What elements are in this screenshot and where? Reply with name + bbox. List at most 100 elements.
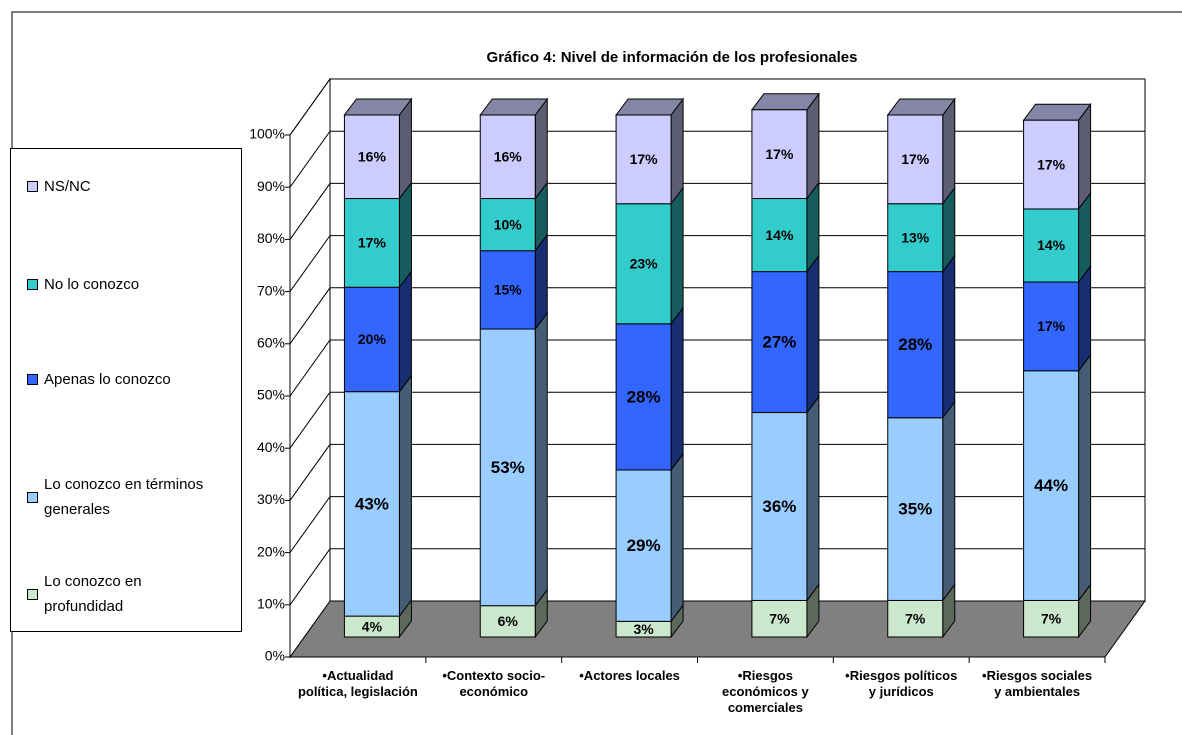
data-label: 14%	[765, 227, 794, 243]
grid-line	[289, 548, 1145, 606]
data-label: 13%	[901, 229, 930, 245]
bar-top	[615, 98, 685, 116]
legend-item: Lo conozco en profundidad	[27, 569, 237, 619]
bar-side	[1078, 353, 1092, 602]
grid-line	[289, 78, 1145, 136]
bar-side	[670, 452, 684, 623]
bar-top	[750, 93, 820, 111]
data-label: 17%	[1037, 318, 1066, 334]
legend-label: Apenas lo conozco	[44, 371, 171, 388]
bar	[887, 271, 944, 419]
grid-line	[289, 287, 1145, 345]
data-label: 35%	[898, 500, 932, 519]
data-label: 17%	[1037, 156, 1066, 172]
grid-line	[289, 235, 1145, 292]
grid-line	[289, 130, 1145, 188]
data-label: 7%	[769, 610, 790, 626]
bar	[1023, 208, 1080, 283]
bar-side	[806, 395, 820, 602]
bar	[343, 286, 400, 393]
data-label: 17%	[765, 146, 794, 162]
x-tick-label: •Contexto socio-económico	[442, 668, 546, 699]
data-label: 14%	[1037, 237, 1066, 253]
bar	[887, 114, 944, 205]
data-label: 44%	[1034, 476, 1068, 495]
legend-item: No lo conozco	[27, 272, 237, 297]
x-tick-label: •Actores locales	[579, 668, 680, 683]
bar	[1023, 599, 1080, 638]
bar	[615, 114, 672, 205]
bar	[343, 391, 400, 617]
data-label: 28%	[627, 387, 661, 406]
y-tick-label: 0%	[265, 648, 285, 664]
y-tick-label: 50%	[257, 387, 285, 403]
data-label: 27%	[762, 333, 796, 352]
grid-line	[289, 391, 1145, 449]
y-tick-label: 20%	[257, 543, 285, 559]
bar	[1023, 370, 1080, 601]
bar	[343, 198, 400, 288]
legend-label: Lo conozco en términos generales	[44, 476, 204, 518]
bar-side	[670, 186, 684, 326]
bar-side	[534, 311, 548, 608]
bar	[751, 412, 808, 601]
bar	[343, 114, 400, 200]
bar	[479, 114, 536, 200]
bar	[751, 271, 808, 414]
chart-title: Gráfico 4: Nivel de información de los p…	[487, 49, 858, 66]
data-label: 29%	[627, 536, 661, 555]
y-tick-label: 10%	[257, 596, 285, 612]
bar-top	[1022, 103, 1092, 121]
legend-swatch	[27, 374, 38, 385]
bar-side	[1078, 264, 1092, 373]
bar-side	[670, 97, 684, 206]
data-label: 17%	[630, 151, 659, 167]
y-tick-label: 100%	[249, 126, 285, 142]
bar-side	[398, 269, 412, 394]
data-label: 17%	[901, 151, 930, 167]
bar-side	[1078, 102, 1092, 211]
bar-side	[806, 254, 820, 415]
legend-label: Lo conozco en profundidad	[44, 573, 142, 615]
bar	[887, 417, 944, 601]
data-label: 43%	[355, 494, 389, 513]
bar	[615, 323, 672, 471]
data-label: 28%	[898, 335, 932, 354]
data-label: 4%	[362, 618, 383, 634]
bar	[1023, 119, 1080, 210]
y-tick-label: 80%	[257, 230, 285, 246]
grid-line	[289, 182, 1145, 240]
bar-side	[942, 400, 956, 602]
legend-item: Lo conozco en términos generales	[27, 472, 237, 522]
bar-side	[806, 92, 820, 201]
legend-label: NS/NC	[44, 178, 91, 195]
legend-item: Apenas lo conozco	[27, 367, 237, 392]
data-label: 7%	[905, 610, 926, 626]
bar-side	[398, 374, 412, 618]
bar	[479, 605, 536, 638]
y-tick-label: 30%	[257, 491, 285, 507]
bar-side	[398, 181, 412, 289]
y-tick-label: 60%	[257, 335, 285, 351]
y-tick-label: 70%	[257, 282, 285, 298]
y-tick-label: 40%	[257, 439, 285, 455]
data-label: 53%	[491, 458, 525, 477]
bar-top	[343, 98, 413, 116]
legend-swatch	[27, 491, 38, 503]
legend-swatch	[27, 279, 38, 290]
x-tick-label: •Actualidad política, legislación	[297, 668, 418, 699]
legend-swatch	[27, 588, 38, 600]
data-label: 23%	[630, 255, 659, 271]
grid-line	[289, 496, 1145, 553]
bar	[615, 469, 672, 622]
bar	[479, 198, 536, 252]
bar	[1023, 281, 1080, 372]
bar	[615, 203, 672, 325]
legend: NS/NC No lo conozco Apenas lo conozco Lo co…	[10, 148, 242, 632]
data-label: 16%	[494, 148, 523, 164]
bar	[479, 328, 536, 607]
data-label: 15%	[494, 282, 523, 298]
legend-label: No lo conozco	[44, 276, 140, 293]
bar-side	[398, 97, 412, 201]
